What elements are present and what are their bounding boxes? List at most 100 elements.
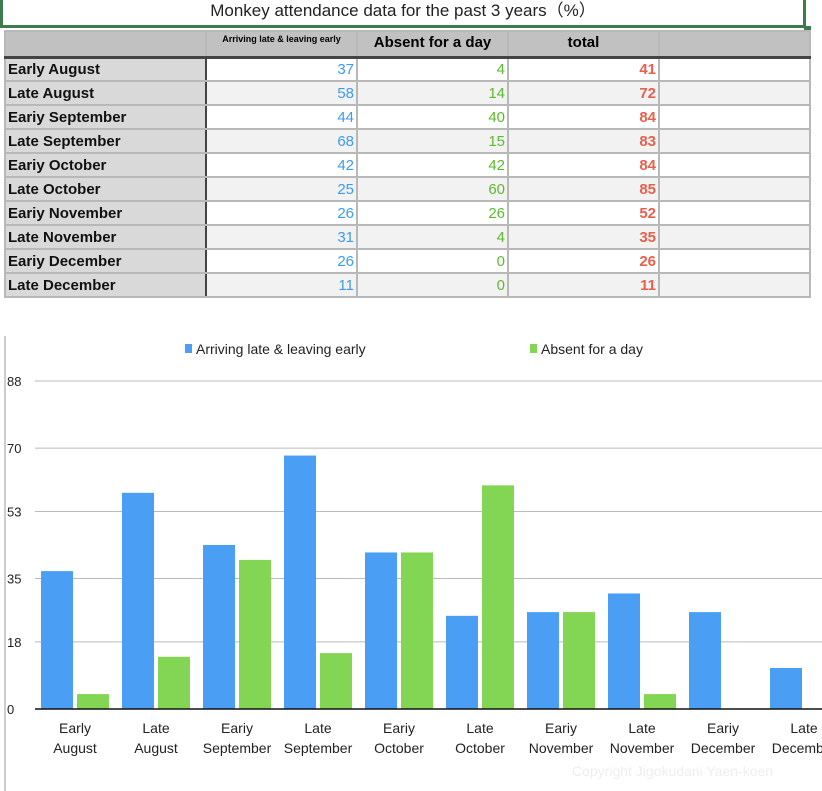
bar-absent — [320, 653, 352, 709]
table-row: Early August 37 4 41 — [4, 56, 811, 82]
table-cell — [658, 56, 811, 82]
table-cell: 84 — [507, 104, 660, 130]
column-header — [4, 30, 207, 59]
y-tick-label: 88 — [7, 374, 21, 389]
table-row: Eariy September 44 40 84 — [4, 104, 811, 130]
x-tick-label: Late September — [284, 720, 353, 756]
bar-absent — [158, 656, 190, 709]
table-cell: 11 — [507, 272, 660, 298]
column-header — [658, 30, 811, 59]
bar-late-leaving — [365, 552, 397, 709]
bar-late-leaving — [122, 492, 154, 709]
table-cell: 72 — [507, 80, 660, 106]
table-row: Eariy November 26 26 52 — [4, 200, 811, 226]
row-label: Eariy October — [4, 152, 207, 178]
row-label: Late December — [4, 272, 207, 298]
chart-title: Monkey attendance data for the past 3 ye… — [0, 0, 806, 28]
x-tick-label: Eariy September — [203, 720, 272, 756]
x-tick-label: Early August — [53, 720, 97, 756]
table-cell: 42 — [205, 152, 358, 178]
bar-late-leaving — [689, 612, 721, 709]
table-row: Late December 11 0 11 — [4, 272, 811, 298]
copyright: Copyright Jigokudani Yaen-koen — [572, 763, 774, 779]
row-label: Early August — [4, 56, 207, 82]
y-tick-label: 18 — [7, 635, 21, 650]
table-row: Eariy October 42 42 84 — [4, 152, 811, 178]
table-cell: 15 — [356, 128, 509, 154]
resize-handle[interactable] — [804, 26, 811, 33]
x-tick-label: Eariy November — [529, 720, 594, 756]
x-tick-label: Late October — [455, 720, 505, 756]
table-cell: 25 — [205, 176, 358, 202]
row-label: Eariy November — [4, 200, 207, 226]
table-cell: 26 — [356, 200, 509, 226]
row-label: Eariy December — [4, 248, 207, 274]
y-tick-label: 35 — [7, 572, 21, 587]
table-cell: 44 — [205, 104, 358, 130]
x-tick-label: Eariy October — [374, 720, 424, 756]
table-cell: 14 — [356, 80, 509, 106]
bar-absent — [482, 485, 514, 709]
table-cell: 0 — [356, 248, 509, 274]
table-cell: 11 — [205, 272, 358, 298]
bar-absent — [401, 552, 433, 709]
table-cell — [658, 128, 811, 154]
bar-late-leaving — [608, 593, 640, 709]
table-cell: 52 — [507, 200, 660, 226]
table-cell: 42 — [356, 152, 509, 178]
legend-swatch — [530, 344, 537, 353]
table-cell: 35 — [507, 224, 660, 250]
table-row: Late October 25 60 85 — [4, 176, 811, 202]
table-cell: 26 — [205, 200, 358, 226]
table-row: Late September 68 15 83 — [4, 128, 811, 154]
y-tick-label: 53 — [7, 504, 21, 519]
x-tick-label: Late August — [134, 720, 178, 756]
table-row: Eariy December 26 0 26 — [4, 248, 811, 274]
column-header: total — [507, 30, 660, 59]
table-cell — [658, 224, 811, 250]
bar-late-leaving — [446, 615, 478, 709]
table-cell — [658, 104, 811, 130]
table-cell: 26 — [205, 248, 358, 274]
column-header: Arriving late & leaving early — [205, 30, 358, 59]
bar-chart: 0 18 35 53 70 88 Arriving late & leaving early… — [7, 341, 822, 756]
table-cell — [658, 272, 811, 298]
x-tick-label: Late November — [610, 720, 675, 756]
table-cell: 40 — [356, 104, 509, 130]
table-cell: 68 — [205, 128, 358, 154]
table-cell: 41 — [507, 56, 660, 82]
legend-label: Arriving late & leaving early — [196, 341, 366, 357]
table-cell: 83 — [507, 128, 660, 154]
divider — [4, 336, 6, 791]
table-cell: 60 — [356, 176, 509, 202]
table-cell: 0 — [356, 272, 509, 298]
table-row: Late November 31 4 35 — [4, 224, 811, 250]
table-cell: 4 — [356, 224, 509, 250]
row-label: Late November — [4, 224, 207, 250]
table-row: Late August 58 14 72 — [4, 80, 811, 106]
table-cell: 58 — [205, 80, 358, 106]
row-label: Late August — [4, 80, 207, 106]
bar-late-leaving — [203, 545, 235, 709]
row-label: Late October — [4, 176, 207, 202]
table-cell: 84 — [507, 152, 660, 178]
data-table: Arriving late & leaving early Absent for … — [4, 30, 811, 298]
table-cell: 31 — [205, 224, 358, 250]
column-header: Absent for a day — [356, 30, 509, 59]
table-cell — [658, 152, 811, 178]
bar-absent — [644, 694, 676, 709]
bar-absent — [77, 694, 109, 709]
y-tick-label: 70 — [7, 441, 21, 456]
legend-swatch — [185, 344, 192, 353]
x-tick-label: Eariy December — [691, 720, 756, 756]
row-label: Late September — [4, 128, 207, 154]
table-cell — [658, 200, 811, 226]
y-tick-label: 0 — [7, 702, 14, 717]
table-cell: 4 — [356, 56, 509, 82]
table-cell: 26 — [507, 248, 660, 274]
table-cell: 37 — [205, 56, 358, 82]
table-cell — [658, 80, 811, 106]
bar-late-leaving — [284, 455, 316, 709]
table-cell — [658, 248, 811, 274]
